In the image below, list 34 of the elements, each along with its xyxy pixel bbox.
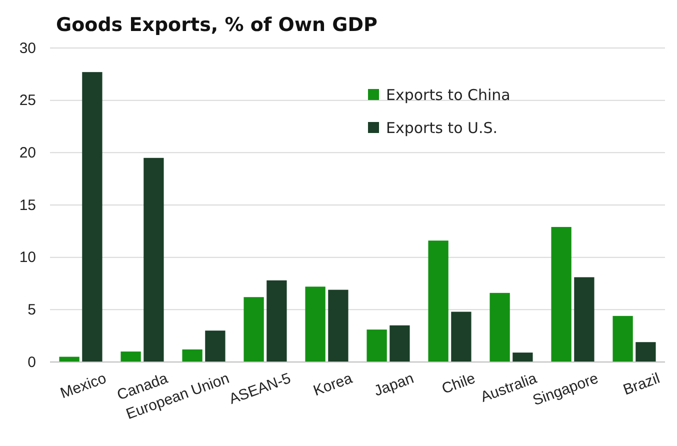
- bar: [182, 349, 202, 362]
- bar: [244, 297, 264, 362]
- y-tick-label: 20: [19, 144, 36, 162]
- y-tick-label: 5: [28, 301, 36, 318]
- bar: [328, 290, 348, 362]
- bar: [428, 240, 448, 362]
- bar: [305, 286, 326, 362]
- x-tick-label: Japan: [372, 370, 416, 400]
- x-tick-label: Brazil: [621, 370, 662, 399]
- bar: [612, 316, 633, 362]
- y-tick-label: 10: [19, 249, 36, 266]
- y-tick-label: 0: [28, 354, 36, 371]
- bar: [205, 330, 226, 362]
- bar: [512, 352, 533, 362]
- bar: [390, 325, 410, 362]
- bar: [366, 330, 387, 362]
- legend-label: Exports to U.S.: [386, 119, 498, 137]
- bar: [82, 72, 102, 362]
- bar: [144, 158, 164, 362]
- legend-label: Exports to China: [386, 86, 510, 104]
- bar: [636, 342, 656, 362]
- bar: [266, 280, 287, 362]
- chart-title: Goods Exports, % of Own GDP: [56, 14, 378, 36]
- x-tick-label: Mexico: [58, 370, 109, 402]
- x-tick-label: Korea: [311, 370, 356, 400]
- x-tick-label: Chile: [440, 370, 478, 398]
- bar: [490, 292, 510, 362]
- bar: [120, 352, 141, 362]
- bar: [574, 277, 594, 362]
- bar: [551, 226, 572, 362]
- y-tick-label: 15: [19, 196, 36, 214]
- bar: [451, 312, 472, 362]
- y-tick-label: 30: [19, 40, 36, 57]
- y-tick-label: 25: [19, 92, 36, 110]
